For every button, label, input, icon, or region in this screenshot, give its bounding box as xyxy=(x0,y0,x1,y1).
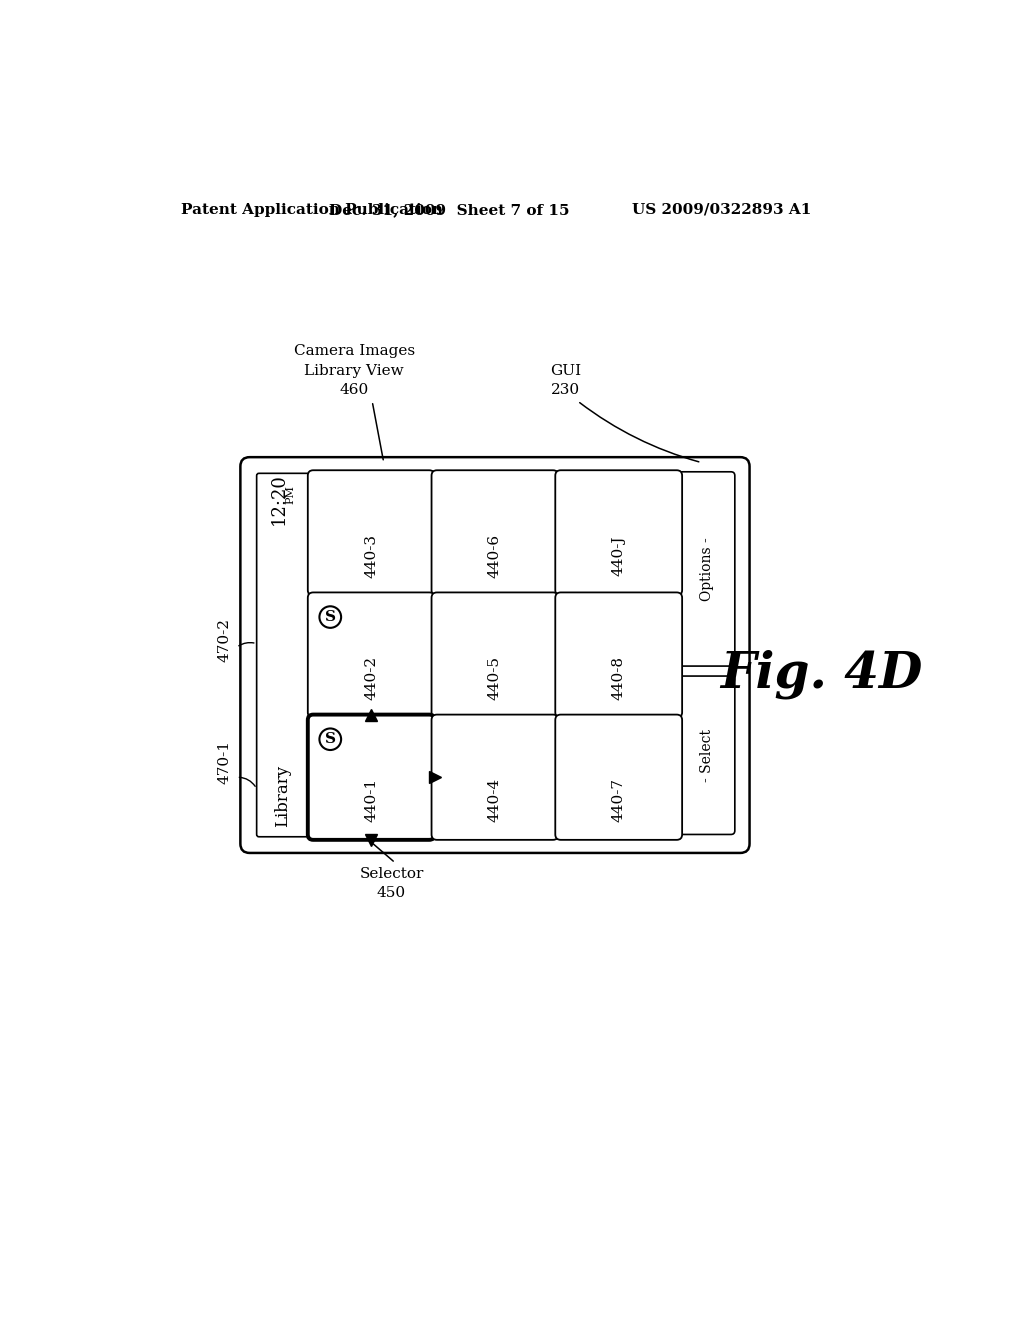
FancyBboxPatch shape xyxy=(241,457,750,853)
Text: Patent Application Publication: Patent Application Publication xyxy=(180,203,442,216)
FancyBboxPatch shape xyxy=(431,470,558,595)
Text: Fig. 4D: Fig. 4D xyxy=(721,649,923,700)
Text: - Select: - Select xyxy=(700,729,714,781)
Text: PM: PM xyxy=(286,486,296,504)
Text: S: S xyxy=(325,733,336,746)
FancyBboxPatch shape xyxy=(679,676,735,834)
FancyBboxPatch shape xyxy=(308,714,434,840)
FancyBboxPatch shape xyxy=(679,471,735,667)
FancyBboxPatch shape xyxy=(308,593,434,718)
Text: US 2009/0322893 A1: US 2009/0322893 A1 xyxy=(632,203,811,216)
FancyBboxPatch shape xyxy=(308,470,434,595)
Text: 440-2: 440-2 xyxy=(365,656,378,700)
FancyBboxPatch shape xyxy=(555,714,682,840)
Text: 440-6: 440-6 xyxy=(488,533,502,578)
Text: Dec. 31, 2009  Sheet 7 of 15: Dec. 31, 2009 Sheet 7 of 15 xyxy=(330,203,570,216)
Text: GUI
230: GUI 230 xyxy=(550,363,582,397)
Text: 470-1: 470-1 xyxy=(218,739,231,784)
Text: Camera Images
Library View
460: Camera Images Library View 460 xyxy=(294,345,415,397)
Text: 440-3: 440-3 xyxy=(365,533,378,578)
Text: 440-1: 440-1 xyxy=(365,777,378,822)
Text: S: S xyxy=(325,610,336,624)
FancyBboxPatch shape xyxy=(555,593,682,718)
Text: Selector
450: Selector 450 xyxy=(359,867,424,900)
Text: Options -: Options - xyxy=(700,537,714,601)
FancyBboxPatch shape xyxy=(431,714,558,840)
Text: 440-8: 440-8 xyxy=(611,656,626,700)
FancyBboxPatch shape xyxy=(257,474,309,837)
Text: 12:20: 12:20 xyxy=(270,473,288,524)
FancyBboxPatch shape xyxy=(431,593,558,718)
Text: Library: Library xyxy=(274,764,292,828)
Text: 440-5: 440-5 xyxy=(488,656,502,700)
Text: 440-J: 440-J xyxy=(611,536,626,576)
FancyBboxPatch shape xyxy=(555,470,682,595)
Text: 470-2: 470-2 xyxy=(218,618,231,661)
Text: 440-7: 440-7 xyxy=(611,777,626,822)
Text: 440-4: 440-4 xyxy=(488,777,502,822)
